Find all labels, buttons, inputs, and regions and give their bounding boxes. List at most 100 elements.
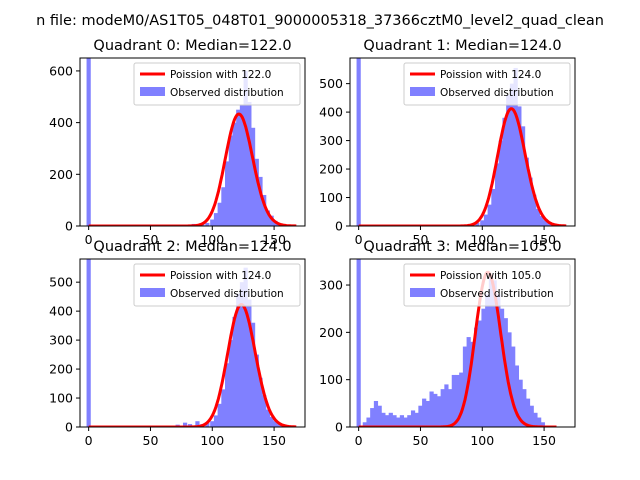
histogram-bar — [518, 379, 523, 427]
legend-label: Observed distribution — [440, 87, 554, 99]
subplot-title: Quadrant 2: Median=124.0 — [93, 239, 291, 255]
histogram-bar — [470, 341, 475, 427]
histogram-bar — [513, 67, 518, 226]
histogram-bar — [273, 421, 278, 427]
axes-frame — [79, 57, 306, 227]
histogram-bar — [462, 346, 468, 427]
histogram-bar — [480, 220, 485, 226]
subplot-1: 0 50 100 150 0 100 200 300 400 500 Quadrant 1: Med… — [319, 38, 576, 247]
x-tick-label: 0 — [355, 232, 363, 247]
histogram-bar — [495, 163, 500, 226]
histogram-bar — [502, 117, 507, 226]
histogram-bar — [525, 398, 531, 427]
y-tick-label: 400 — [49, 115, 73, 130]
y-tick-label: 300 — [319, 133, 343, 148]
histogram-bar — [507, 332, 512, 427]
histogram-bar — [535, 208, 541, 226]
legend: Poission with 124.0 Observed distribution — [403, 62, 571, 106]
x-tick-label: 50 — [143, 232, 159, 247]
histogram-bar — [529, 405, 534, 427]
histogram-bar — [239, 104, 245, 226]
x-tick-label: 100 — [470, 433, 494, 448]
y-tick-label: 400 — [319, 105, 343, 120]
y-tick-label: 200 — [319, 325, 343, 340]
x-tick-label: 150 — [262, 433, 286, 448]
histogram-bar — [485, 294, 490, 427]
legend-hist-swatch — [140, 288, 165, 297]
histogram-bar — [254, 158, 259, 226]
legend-label: Poission with 124.0 — [440, 69, 541, 81]
histogram-bar — [236, 109, 241, 226]
histogram-bar — [520, 126, 526, 226]
histogram-bar — [225, 363, 230, 427]
legend-label: Observed distribution — [170, 288, 284, 300]
histogram-bar — [425, 400, 430, 427]
histogram-bar — [477, 320, 482, 427]
histogram-bar — [228, 340, 233, 427]
histogram-bar — [436, 396, 442, 427]
histogram-bar — [262, 194, 267, 226]
histogram-bar — [444, 384, 449, 427]
figure-suptitle: n file: modeM0/AS1T05_048T01_9000005318_… — [36, 13, 604, 29]
histogram-bar — [399, 415, 405, 427]
histogram-bar — [243, 70, 248, 226]
histogram-bar — [362, 422, 367, 427]
histogram-bar — [487, 204, 492, 226]
histogram-bar — [262, 395, 267, 427]
histogram-bar — [232, 122, 237, 226]
x-tick-label: 0 — [355, 433, 363, 448]
histogram-bar — [543, 220, 548, 226]
histogram-bar — [236, 293, 241, 427]
histogram-bar — [403, 417, 408, 427]
histogram-bar — [381, 412, 386, 427]
legend: Poission with 124.0 Observed distribution — [133, 263, 301, 307]
y-tick-label: 0 — [65, 219, 73, 234]
histogram-bar — [210, 219, 215, 226]
legend-label: Observed distribution — [170, 87, 284, 99]
histogram-bar — [213, 415, 219, 427]
histogram-bar — [239, 282, 245, 427]
histogram-bar — [533, 412, 538, 427]
legend-hist-swatch — [140, 87, 165, 96]
histogram-bar — [410, 410, 416, 427]
histogram-bar — [539, 216, 544, 226]
histogram-bar — [195, 421, 200, 427]
histogram-bar — [429, 391, 434, 427]
poisson-line — [88, 112, 297, 226]
histogram-bar — [528, 177, 533, 226]
histogram-bar — [524, 157, 529, 226]
histogram-bar — [356, 58, 361, 226]
histogram-bar — [228, 135, 233, 226]
histogram-bar — [514, 365, 519, 427]
legend-label: Poission with 122.0 — [170, 69, 271, 81]
y-tick-label: 100 — [49, 391, 73, 406]
histogram-bar — [491, 188, 496, 226]
histogram-bar — [459, 372, 464, 427]
histogram-bar — [522, 389, 527, 427]
histogram-bar — [221, 187, 226, 226]
histogram-bar — [250, 127, 256, 226]
histogram-bar — [407, 415, 412, 427]
legend-label: Poission with 105.0 — [440, 270, 541, 282]
subplot-title: Quadrant 3: Median=105.0 — [363, 239, 561, 255]
histogram-bar — [213, 213, 219, 226]
x-tick-label: 0 — [85, 232, 93, 247]
histogram-bar — [488, 275, 494, 427]
histogram-bar — [418, 405, 423, 427]
histogram-bar — [221, 389, 226, 427]
y-tick-label: 300 — [49, 333, 73, 348]
y-tick-label: 0 — [335, 420, 343, 435]
histogram-bar — [86, 259, 91, 427]
plot-area — [356, 58, 567, 226]
histogram-bar — [532, 194, 537, 226]
histogram-bar — [247, 101, 252, 226]
x-tick-label: 150 — [532, 232, 556, 247]
histogram-bar — [509, 83, 515, 226]
legend-label: Poission with 124.0 — [170, 270, 271, 282]
x-tick-label: 150 — [532, 433, 556, 448]
y-tick-label: 100 — [319, 372, 343, 387]
subplot-title: Quadrant 1: Median=124.0 — [363, 38, 561, 54]
histogram-bar — [269, 416, 274, 427]
histogram-bar — [481, 308, 486, 427]
axes-frame — [349, 57, 576, 227]
